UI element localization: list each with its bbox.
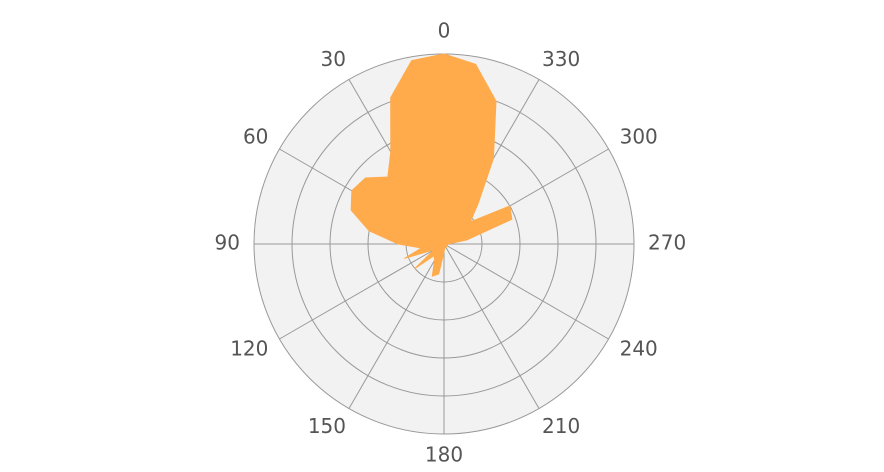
angular-tick-label: 300 xyxy=(620,125,658,149)
angular-grid-line xyxy=(279,243,445,340)
angular-tick-label: 240 xyxy=(620,337,658,361)
angular-tick-label: 0 xyxy=(438,19,451,43)
angular-tick-label: 30 xyxy=(321,47,346,71)
angular-tick-label: 90 xyxy=(215,231,240,255)
angular-grid-line xyxy=(443,243,609,340)
angular-tick-label: 120 xyxy=(230,337,268,361)
angular-tick-label: 210 xyxy=(542,414,580,438)
angular-grid-line xyxy=(443,243,540,409)
angular-tick-label: 150 xyxy=(308,414,346,438)
angular-tick-label: 180 xyxy=(425,443,463,467)
angular-grid-line xyxy=(348,243,445,409)
angular-tick-label: 60 xyxy=(243,125,268,149)
angular-tick-label: 330 xyxy=(542,47,580,71)
angular-tick-label: 270 xyxy=(648,231,686,255)
polar-area xyxy=(350,53,513,277)
